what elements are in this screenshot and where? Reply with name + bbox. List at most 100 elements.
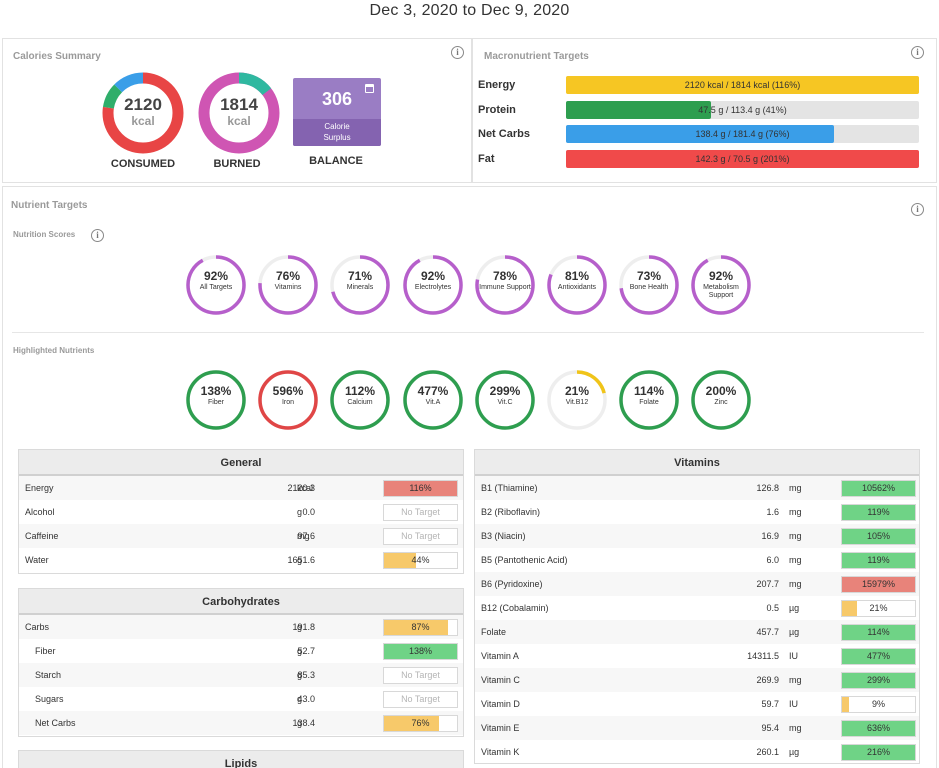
- macro-label: Fat: [478, 153, 495, 165]
- macro-row-energy: Energy 2120 kcal / 1814 kcal (116%): [478, 76, 923, 96]
- macro-progress-bar: 47.5 g / 113.4 g (41%): [566, 101, 919, 119]
- balance-sub-line1: Calorie: [324, 122, 350, 131]
- nutrient-amount: 457.7: [756, 627, 779, 637]
- table-row[interactable]: Starch 85.3 g No Target: [19, 663, 463, 687]
- nutrient-target-text: 477%: [866, 651, 891, 661]
- nutrient-unit: mg: [789, 675, 802, 685]
- burned-value: 1814: [220, 95, 258, 114]
- table-row[interactable]: Carbs 191.8 g 87%: [19, 615, 463, 639]
- score-label: Electrolytes: [414, 284, 452, 291]
- info-icon[interactable]: i: [911, 46, 924, 59]
- nutrient-target-fill: [842, 625, 915, 640]
- nutrient-target-fill: [842, 745, 915, 760]
- nutrient-name: Starch: [35, 670, 62, 680]
- score-percent: 76%: [275, 269, 301, 283]
- table-row[interactable]: B12 (Cobalamin) 0.5 µg 21%: [475, 596, 919, 620]
- nutrient-target-bar: No Target: [383, 528, 458, 545]
- table-row[interactable]: Vitamin K 260.1 µg 216%: [475, 740, 919, 764]
- score-circle-vit-a[interactable]: 477% Vit.A: [402, 369, 464, 431]
- score-percent: 92%: [708, 269, 734, 283]
- nutrient-target-fill: [384, 716, 440, 731]
- nutrient-target-bar: 216%: [841, 744, 916, 761]
- table-row[interactable]: Vitamin A 14311.5 IU 477%: [475, 644, 919, 668]
- score-circle-vit-c[interactable]: 299% Vit.C: [474, 369, 536, 431]
- burned-donut: 1814 kcal: [197, 71, 281, 155]
- score-percent: 92%: [420, 269, 446, 283]
- nutrient-name: B1 (Thiamine): [481, 483, 538, 493]
- score-circle-folate[interactable]: 114% Folate: [618, 369, 680, 431]
- table-row[interactable]: Sugars 43.0 g No Target: [19, 687, 463, 711]
- score-circle-iron[interactable]: 596% Iron: [257, 369, 319, 431]
- table-row[interactable]: Folate 457.7 µg 114%: [475, 620, 919, 644]
- nutrient-unit: µg: [789, 603, 800, 613]
- macro-row-net-carbs: Net Carbs 138.4 g / 181.4 g (76%): [478, 125, 923, 145]
- nutrient-unit: µg: [789, 747, 800, 757]
- score-circle-fiber[interactable]: 138% Fiber: [185, 369, 247, 431]
- nutrient-name: Energy: [25, 483, 54, 493]
- nutrient-target-fill: [842, 481, 915, 496]
- score-circle-calcium[interactable]: 112% Calcium: [329, 369, 391, 431]
- table-row[interactable]: B2 (Riboflavin) 1.6 mg 119%: [475, 500, 919, 524]
- nutrient-target-fill: [842, 577, 915, 592]
- nutrient-target-text: No Target: [401, 694, 440, 704]
- score-percent: 138%: [200, 384, 232, 398]
- macro-progress-text: 2120 kcal / 1814 kcal (116%): [684, 80, 801, 90]
- section-divider: [12, 332, 924, 333]
- nutrient-target-text: 114%: [867, 627, 890, 637]
- table-row[interactable]: B1 (Thiamine) 126.8 mg 10562%: [475, 476, 919, 500]
- nutrient-amount: 0.5: [766, 603, 779, 613]
- table-row[interactable]: Alcohol 0.0 g No Target: [19, 500, 463, 524]
- table-row[interactable]: Caffeine 97.6 mg No Target: [19, 524, 463, 548]
- macro-label: Net Carbs: [478, 128, 530, 140]
- nutrient-target-bar: 138%: [383, 643, 458, 660]
- nutrient-unit: mg: [789, 579, 802, 589]
- nutrient-amount: 16.9: [761, 531, 779, 541]
- nutrient-unit: g: [297, 718, 303, 728]
- score-label: Folate: [639, 399, 659, 406]
- info-icon[interactable]: i: [911, 203, 924, 216]
- nutrient-target-bar: 76%: [383, 715, 458, 732]
- nutrient-target-fill: [384, 481, 457, 496]
- score-circle-antioxidants[interactable]: 81% Antioxidants: [546, 254, 608, 316]
- consumed-unit: kcal: [131, 114, 155, 128]
- table-row[interactable]: Fiber 52.7 g 138%: [19, 639, 463, 663]
- info-icon[interactable]: i: [451, 46, 464, 59]
- nutrient-target-text: 636%: [866, 723, 891, 733]
- nutrient-target-text: No Target: [401, 531, 440, 541]
- consumed-donut: 2120 kcal: [101, 71, 185, 155]
- table-row[interactable]: B3 (Niacin) 16.9 mg 105%: [475, 524, 919, 548]
- table-row[interactable]: Vitamin D 59.7 IU 9%: [475, 692, 919, 716]
- consumed-value: 2120: [124, 95, 162, 114]
- nutrient-amount: 260.1: [756, 747, 779, 757]
- table-row[interactable]: B6 (Pyridoxine) 207.7 mg 15979%: [475, 572, 919, 596]
- balance-sub-line2: Surplus: [323, 133, 351, 142]
- score-percent: 477%: [417, 384, 449, 398]
- nutrient-amount: 52.7: [297, 646, 315, 656]
- table-row[interactable]: Water 1651.6 g 44%: [19, 548, 463, 572]
- table-row[interactable]: B5 (Pantothenic Acid) 6.0 mg 119%: [475, 548, 919, 572]
- calendar-icon: [365, 84, 374, 93]
- nutrient-target-bar: 15979%: [841, 576, 916, 593]
- score-circle-vitamins[interactable]: 76% Vitamins: [257, 254, 319, 316]
- nutrient-target-text: 216%: [866, 747, 891, 757]
- nutrient-target-fill: [842, 553, 915, 568]
- nutrient-name: Sugars: [35, 694, 64, 704]
- table-row[interactable]: Vitamin E 95.4 mg 636%: [475, 716, 919, 740]
- score-circle-immune-support[interactable]: 78% Immune Support: [474, 254, 536, 316]
- nutrient-target-bar: 119%: [841, 552, 916, 569]
- nutrient-name: Caffeine: [25, 531, 59, 541]
- score-circle-all-targets[interactable]: 92% All Targets: [185, 254, 247, 316]
- table-row[interactable]: Net Carbs 138.4 g 76%: [19, 711, 463, 735]
- nutrient-unit: g: [297, 694, 303, 704]
- score-circle-minerals[interactable]: 71% Minerals: [329, 254, 391, 316]
- score-label: Vit.B12: [565, 399, 589, 406]
- score-circle-metabolism-support[interactable]: 92% Metabolism Support: [690, 254, 752, 316]
- info-icon[interactable]: i: [91, 229, 104, 242]
- score-circle-bone-health[interactable]: 73% Bone Health: [618, 254, 680, 316]
- table-row[interactable]: Vitamin C 269.9 mg 299%: [475, 668, 919, 692]
- macro-progress-fill: [566, 101, 711, 119]
- table-row[interactable]: Energy 2120.3 kcal 116%: [19, 476, 463, 500]
- score-circle-vit-b12[interactable]: 21% Vit.B12: [546, 369, 608, 431]
- score-circle-zinc[interactable]: 200% Zinc: [690, 369, 752, 431]
- score-circle-electrolytes[interactable]: 92% Electrolytes: [402, 254, 464, 316]
